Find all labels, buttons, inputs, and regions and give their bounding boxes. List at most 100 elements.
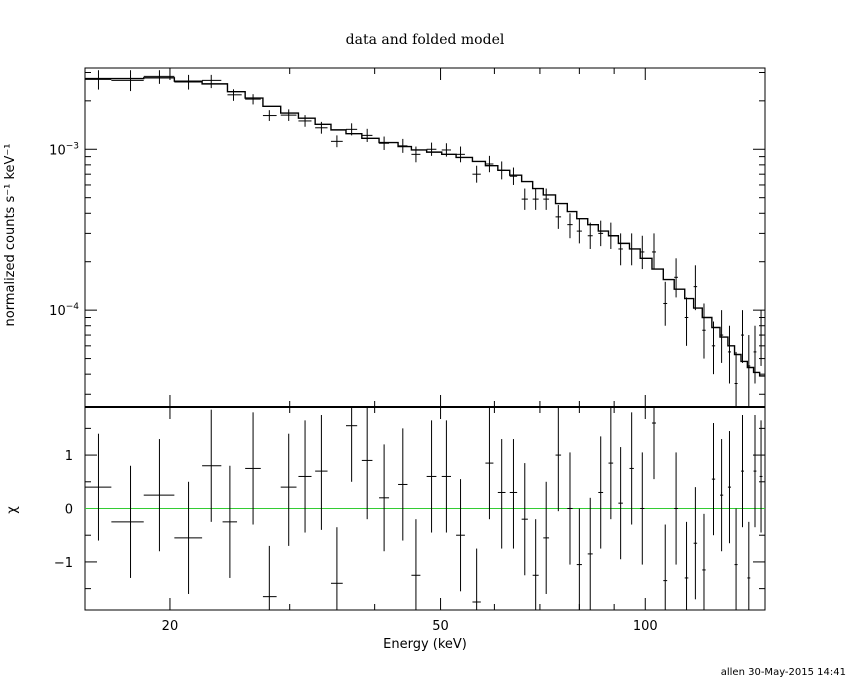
data-point <box>663 281 668 326</box>
data-point <box>618 233 623 266</box>
data-point <box>521 188 528 210</box>
residual-point <box>608 407 614 520</box>
residual-point <box>727 431 732 544</box>
data-point <box>741 310 744 363</box>
y-tick-label-top: 10−4 <box>49 302 79 319</box>
x-tick-label: 20 <box>162 619 179 634</box>
data-point <box>411 146 421 163</box>
residual-point <box>379 444 390 552</box>
residual-point <box>711 423 716 536</box>
data-point <box>674 258 678 298</box>
x-axis-label: Energy (keV) <box>383 637 467 652</box>
data-point <box>651 233 656 270</box>
residual-point <box>280 433 297 546</box>
data-point <box>111 70 144 92</box>
residual-point <box>674 452 678 565</box>
data-point <box>693 265 698 311</box>
top-panel: 10−3 10−4 <box>49 67 766 408</box>
data-point <box>262 110 277 121</box>
residual-point <box>398 428 408 541</box>
residual-point <box>693 487 698 600</box>
data-point <box>509 167 518 185</box>
residual-point <box>245 412 261 525</box>
residual-panel: 20 50 100 1 0 −1 <box>54 406 766 634</box>
residual-point <box>202 409 222 522</box>
residual-point <box>747 521 751 610</box>
residual-point <box>702 513 706 610</box>
residual-point <box>411 519 421 610</box>
data-point <box>567 213 573 239</box>
x-tick-label: 50 <box>432 619 449 634</box>
residual-point <box>567 452 573 565</box>
x-tick-label: 100 <box>633 619 658 634</box>
residual-point <box>663 524 668 610</box>
residual-point <box>111 465 144 578</box>
residual-point <box>485 407 494 520</box>
residual-point <box>315 415 328 530</box>
residual-point <box>576 508 582 610</box>
residual-point <box>629 412 634 525</box>
data-point <box>587 222 593 249</box>
data-point <box>298 115 312 127</box>
data-point <box>727 325 732 384</box>
residual-point <box>143 439 175 552</box>
residual-point <box>753 415 757 528</box>
residual-point <box>441 420 452 533</box>
data-point <box>456 146 465 163</box>
residual-point <box>734 508 738 610</box>
data-point <box>330 135 343 148</box>
residual-point <box>618 447 623 560</box>
y-axis-label-top: normalized counts s⁻¹ keV⁻¹ <box>3 144 18 327</box>
residual-point <box>330 527 343 610</box>
data-point <box>426 142 437 156</box>
data-point <box>280 109 297 121</box>
y-tick-label-bottom: 0 <box>65 503 73 518</box>
data-point <box>555 205 562 229</box>
data-point <box>598 220 604 247</box>
residual-point <box>640 452 645 565</box>
data-point <box>702 303 706 359</box>
residual-point <box>555 407 562 512</box>
data-point <box>143 70 175 84</box>
residual-point <box>174 481 203 594</box>
data-point <box>711 321 716 375</box>
residual-point <box>720 439 724 552</box>
residual-point <box>521 463 528 576</box>
data-point <box>734 351 738 407</box>
residual-point <box>651 407 656 480</box>
residual-point <box>543 481 550 594</box>
residual-point <box>684 521 689 610</box>
residual-point <box>222 465 238 578</box>
y-axis-label-bottom: χ <box>5 506 20 514</box>
data-point <box>472 165 481 183</box>
model-step-line <box>85 77 765 377</box>
chart-title: data and folded model <box>346 32 505 48</box>
data-point <box>174 74 203 90</box>
residual-point <box>361 407 373 520</box>
residual-point <box>85 433 112 541</box>
residual-point <box>532 519 539 610</box>
y-tick-label-bottom: 1 <box>65 449 73 464</box>
data-point <box>753 325 757 384</box>
residual-point <box>497 439 506 549</box>
data-point <box>543 188 550 210</box>
data-point <box>361 128 373 142</box>
data-point <box>485 155 494 173</box>
residual-point <box>472 548 481 610</box>
data-point <box>747 335 751 407</box>
data-point <box>576 218 582 244</box>
residual-point <box>741 415 744 528</box>
residual-point <box>456 479 465 592</box>
residual-point <box>598 436 604 549</box>
timestamp-stamp: allen 30-May-2015 14:41 <box>720 667 846 678</box>
data-point <box>759 310 763 366</box>
residual-point <box>587 497 593 610</box>
y-tick-label-bottom: −1 <box>54 556 73 571</box>
residual-point <box>298 420 312 533</box>
residual-point <box>759 420 763 533</box>
y-tick-label-top: 10−3 <box>49 141 79 158</box>
data-point <box>684 297 689 346</box>
residual-point <box>345 407 358 482</box>
data-point <box>245 94 261 105</box>
